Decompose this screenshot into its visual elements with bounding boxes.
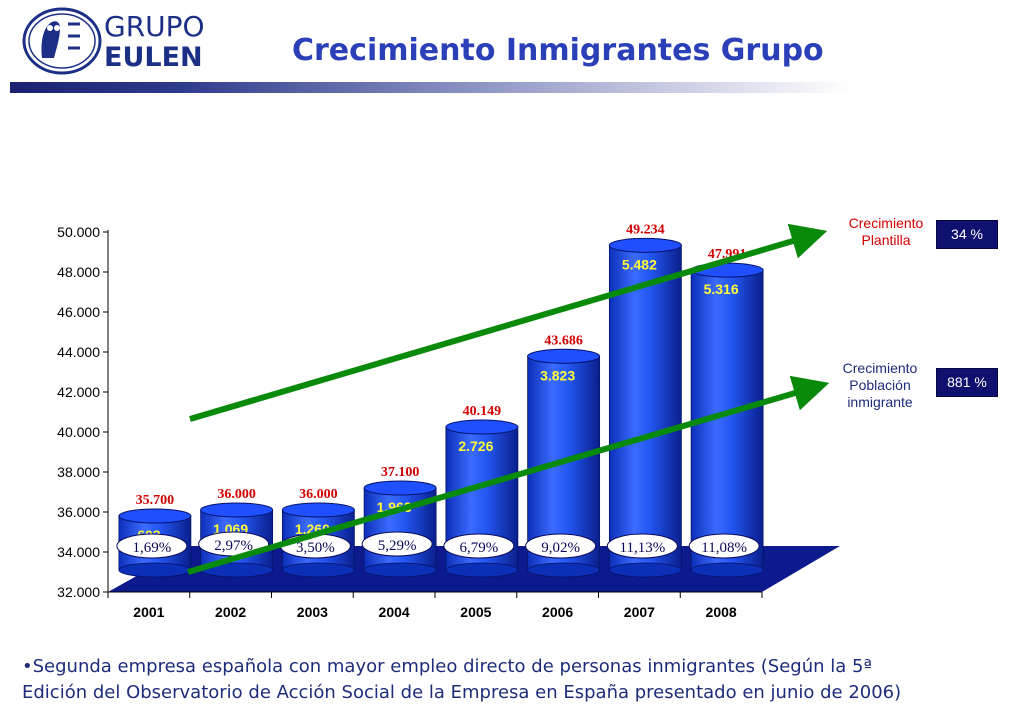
- logo-text-eulen: EULEN: [104, 42, 203, 73]
- y-tick-label: 42.000: [57, 384, 100, 400]
- footnote: •Segunda empresa española con mayor empl…: [22, 654, 1012, 706]
- y-tick-label: 38.000: [57, 464, 100, 480]
- bar-top: [527, 348, 601, 364]
- percent-bubble: [443, 533, 515, 559]
- immigrant-label: 5.316: [704, 281, 739, 297]
- x-tick-label: 2006: [542, 604, 573, 620]
- page-title: Crecimiento Inmigrantes Grupo: [292, 33, 824, 68]
- bar-top: [608, 237, 682, 253]
- x-tick-label: 2001: [133, 604, 164, 620]
- percent-label: 9,02%: [541, 540, 580, 556]
- total-label: 35.700: [136, 493, 175, 508]
- x-tick-label: 2007: [624, 604, 655, 620]
- percent-label: 1,69%: [133, 540, 172, 556]
- bar-base: [281, 562, 355, 578]
- plantilla-growth-label: Crecimiento Plantilla: [849, 215, 924, 248]
- bar-base: [445, 562, 519, 578]
- immigrant-label: 2.726: [458, 438, 493, 454]
- logo-text-grupo: GRUPO: [104, 10, 205, 43]
- bar-top: [445, 419, 519, 435]
- y-tick-label: 50.000: [57, 224, 100, 240]
- company-logo: [20, 6, 210, 76]
- total-label: 37.100: [381, 465, 420, 480]
- percent-bubble: [688, 533, 760, 559]
- owl-emblem-icon: [22, 7, 102, 75]
- bar-2004: [363, 480, 437, 578]
- plantilla-trend-arrow: [189, 223, 828, 422]
- bar-base: [363, 562, 437, 578]
- plantilla-growth-value: 34 %: [936, 220, 998, 249]
- percent-bubble: [361, 531, 433, 557]
- y-tick-label: 40.000: [57, 424, 100, 440]
- footnote-line-1: •Segunda empresa española con mayor empl…: [22, 656, 872, 677]
- population-growth-value: 881 %: [936, 368, 998, 397]
- y-tick-label: 44.000: [57, 344, 100, 360]
- percent-label: 2,97%: [214, 538, 253, 554]
- immigrant-label: 3.823: [540, 367, 575, 383]
- total-label: 40.149: [463, 404, 502, 419]
- bar-2007: [608, 237, 682, 578]
- percent-bubble: [606, 533, 678, 559]
- footnote-line-2: Edición del Observatorio de Acción Socia…: [22, 682, 902, 703]
- x-tick-label: 2002: [215, 604, 246, 620]
- x-tick-label: 2004: [379, 604, 410, 620]
- percent-bubble: [116, 533, 188, 559]
- population-trend-arrow: [187, 375, 830, 575]
- bar-top: [118, 508, 192, 524]
- total-label: 36.000: [217, 487, 256, 502]
- percent-label: 3,50%: [296, 540, 335, 556]
- total-label: 49.234: [626, 222, 665, 237]
- percent-bubble: [525, 533, 597, 559]
- total-label: 43.686: [544, 333, 583, 348]
- title-underline-bar: [10, 82, 850, 93]
- percent-label: 11,08%: [701, 540, 747, 556]
- immigrant-label: 5.482: [622, 256, 657, 272]
- bar-base: [608, 562, 682, 578]
- total-label: 36.000: [299, 487, 338, 502]
- percent-label: 6,79%: [460, 540, 499, 556]
- y-tick-label: 48.000: [57, 264, 100, 280]
- x-tick-label: 2003: [297, 604, 328, 620]
- bar-top: [200, 502, 274, 518]
- bar-top: [363, 480, 437, 496]
- percent-label: 5,29%: [378, 538, 417, 554]
- bar-top: [281, 502, 355, 518]
- population-growth-label: Crecimiento Población inmigrante: [843, 360, 918, 410]
- bar-base: [527, 562, 601, 578]
- x-tick-label: 2008: [706, 604, 737, 620]
- bar-base: [118, 562, 192, 578]
- y-tick-label: 32.000: [57, 584, 100, 600]
- y-tick-label: 34.000: [57, 544, 100, 560]
- x-tick-label: 2005: [460, 604, 491, 620]
- y-tick-label: 46.000: [57, 304, 100, 320]
- percent-label: 11,13%: [620, 540, 666, 556]
- bar-base: [690, 562, 764, 578]
- y-tick-label: 36.000: [57, 504, 100, 520]
